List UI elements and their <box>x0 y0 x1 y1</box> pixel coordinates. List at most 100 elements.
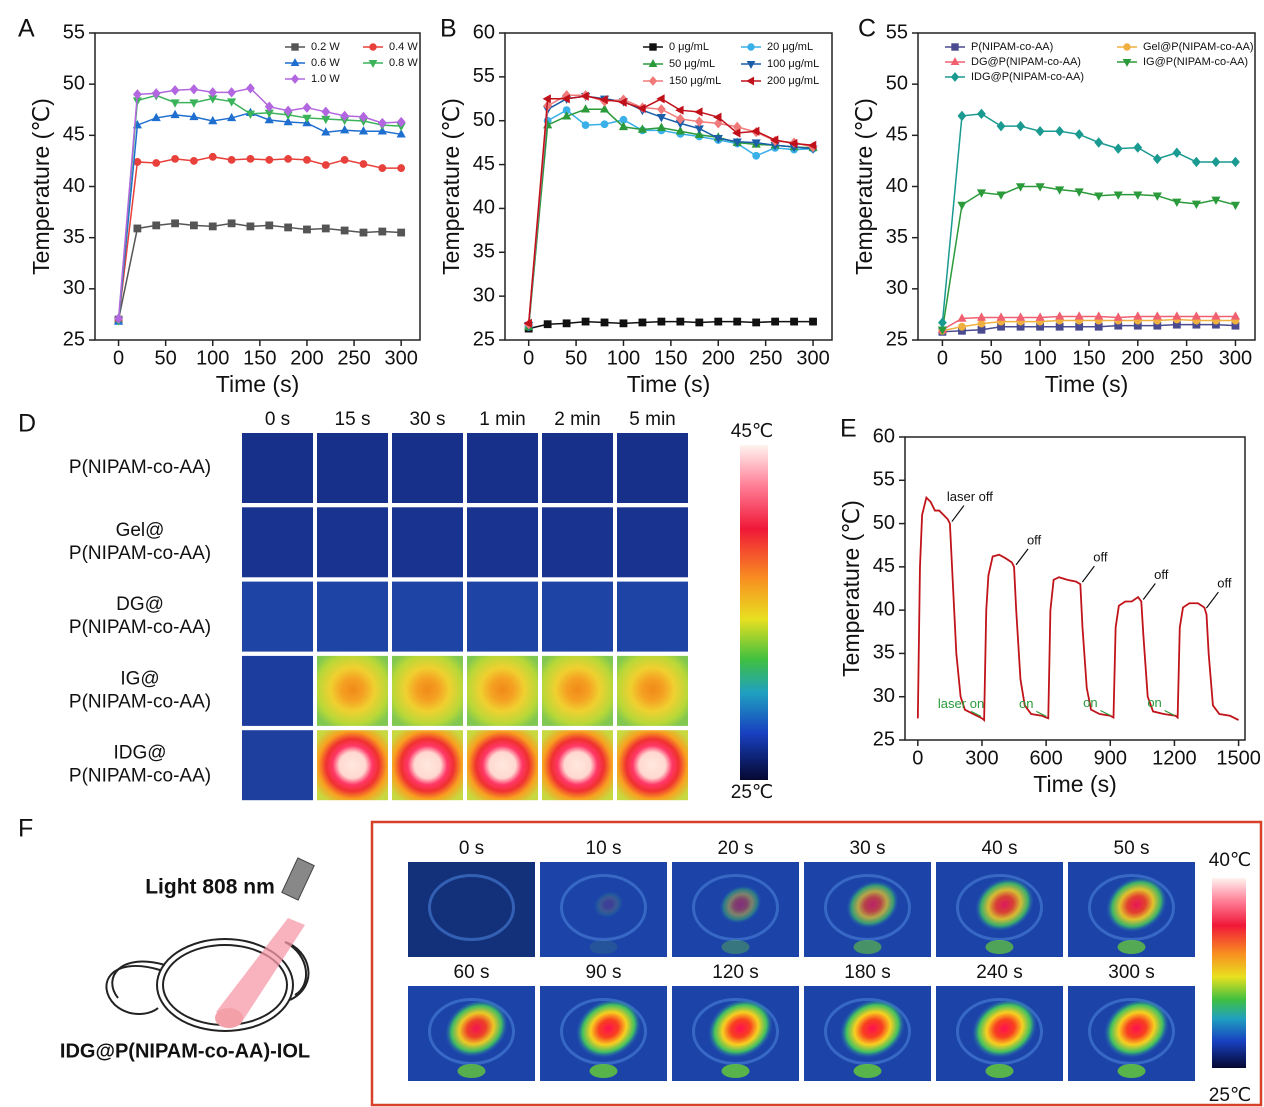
marker <box>1154 154 1161 163</box>
marker <box>209 223 216 230</box>
row-label: P(NIPAM-co-AA) <box>69 617 211 638</box>
thermal-image <box>617 433 688 503</box>
marker <box>360 161 367 168</box>
y-tick-label: 35 <box>886 226 908 248</box>
marker <box>379 165 386 172</box>
colorbar-min: 25℃ <box>731 782 773 803</box>
marker <box>1193 158 1200 167</box>
thermal-image <box>467 582 538 652</box>
y-axis-title: Temperature (℃) <box>851 98 877 275</box>
y-tick-label: 30 <box>473 284 495 306</box>
marker <box>696 117 703 126</box>
marker <box>360 229 367 236</box>
thermal-image <box>542 730 613 800</box>
x-axis-title: Time (s) <box>216 371 299 397</box>
marker <box>304 156 311 163</box>
y-tick-label: 55 <box>873 469 895 491</box>
x-tick-label: 200 <box>702 347 735 369</box>
x-tick-label: 0 <box>912 747 923 769</box>
row-label: P(NIPAM-co-AA) <box>69 543 211 564</box>
x-tick-label: 300 <box>796 347 829 369</box>
marker <box>753 152 760 159</box>
marker <box>153 222 160 229</box>
thermal-image <box>617 507 688 577</box>
marker <box>1056 127 1063 136</box>
time-label: 30 s <box>850 838 886 859</box>
column-label: 1 min <box>479 409 525 430</box>
x-tick-label: 900 <box>1094 747 1127 769</box>
y-tick-label: 60 <box>473 21 495 43</box>
annotation-arrow <box>1206 592 1218 608</box>
iol-caption: IDG@P(NIPAM-co-AA)-IOL <box>60 1040 310 1062</box>
legend-label: DG@P(NIPAM-co-AA) <box>971 56 1081 68</box>
marker <box>582 318 589 325</box>
column-label: 30 s <box>410 409 446 430</box>
y-tick-label: 40 <box>873 598 895 620</box>
y-tick-label: 50 <box>473 109 495 131</box>
marker <box>997 192 1004 199</box>
row-label: P(NIPAM-co-AA) <box>69 766 211 787</box>
marker <box>657 95 664 102</box>
colorbar-d <box>740 445 768 780</box>
legend-label: 200 μg/mL <box>767 75 819 87</box>
marker <box>952 44 958 50</box>
marker <box>1232 202 1239 209</box>
marker <box>810 318 817 325</box>
time-label: 20 s <box>718 838 754 859</box>
y-tick-label: 45 <box>886 124 908 146</box>
marker <box>341 227 348 234</box>
marker <box>939 318 946 327</box>
series-line <box>529 96 813 325</box>
series-line <box>119 157 402 320</box>
annotation-arrow <box>1016 549 1028 565</box>
x-tick-label: 150 <box>243 347 276 369</box>
thermal-image <box>467 433 538 503</box>
marker <box>658 318 665 325</box>
marker <box>379 228 386 235</box>
marker <box>228 156 235 163</box>
annotation: on <box>1019 696 1033 711</box>
marker <box>734 318 741 325</box>
thermal-image <box>467 507 538 577</box>
marker <box>997 122 1004 131</box>
x-tick-label: 300 <box>1219 347 1252 369</box>
marker <box>292 44 298 50</box>
thermal-image <box>392 656 463 726</box>
x-tick-label: 250 <box>749 347 782 369</box>
series-line <box>529 322 813 329</box>
marker <box>582 122 589 129</box>
marker <box>341 126 348 133</box>
y-axis-title: Temperature (℃) <box>838 500 864 677</box>
x-tick-label: 100 <box>607 347 640 369</box>
marker <box>171 111 178 118</box>
x-axis-title: Time (s) <box>1033 771 1116 797</box>
panel-label: B <box>440 15 457 43</box>
y-tick-label: 50 <box>63 72 85 94</box>
marker <box>658 105 665 114</box>
plot-frame <box>95 33 420 340</box>
x-tick-label: 0 <box>113 347 124 369</box>
x-tick-label: 50 <box>565 347 587 369</box>
thermal-image <box>317 730 388 800</box>
marker <box>291 75 298 83</box>
hot-base <box>986 940 1014 954</box>
y-tick-label: 50 <box>873 512 895 534</box>
y-tick-label: 60 <box>873 425 895 447</box>
marker <box>1017 122 1024 131</box>
legend-label: 50 μg/mL <box>669 58 715 70</box>
panel-label: A <box>18 15 35 43</box>
marker <box>544 321 551 328</box>
y-tick-label: 40 <box>473 197 495 219</box>
plot-frame <box>905 437 1245 740</box>
x-tick-label: 0 <box>937 347 948 369</box>
x-tick-label: 250 <box>337 347 370 369</box>
series-line <box>918 498 1239 720</box>
annotation: on <box>1083 695 1097 710</box>
y-tick-label: 25 <box>886 328 908 350</box>
series-line <box>529 109 813 327</box>
time-label: 120 s <box>712 962 758 983</box>
annotation: off <box>1027 532 1042 547</box>
x-tick-label: 50 <box>980 347 1002 369</box>
y-tick-label: 35 <box>63 226 85 248</box>
row-label: DG@ <box>116 594 164 615</box>
